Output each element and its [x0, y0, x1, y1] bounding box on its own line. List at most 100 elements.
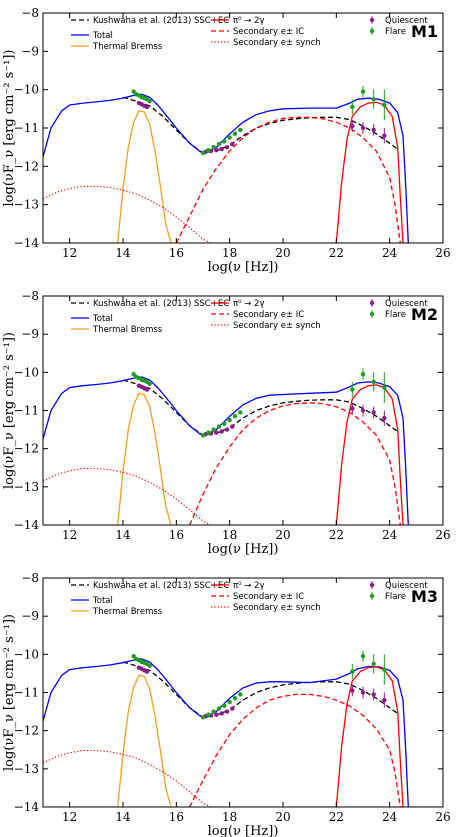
data-point-quiescent [230, 706, 235, 711]
data-point-quiescent [224, 427, 230, 432]
series-line-thermal-bremss [117, 110, 172, 243]
legend-marker-flare [369, 28, 375, 34]
x-tick-label: 20 [275, 246, 290, 260]
y-tick-label: −14 [14, 236, 40, 250]
data-point-quiescent [350, 123, 355, 129]
data-point-flare [206, 148, 211, 153]
series-line-secondary-e-synch [43, 749, 212, 807]
x-tick-label: 12 [62, 246, 77, 260]
data-point-flare [360, 372, 366, 377]
data-point-flare [360, 654, 366, 659]
data-point-quiescent [360, 125, 366, 131]
model-curves [43, 376, 409, 525]
x-tick-label: 18 [222, 246, 237, 260]
data-point-quiescent [382, 697, 387, 703]
x-tick-label: 20 [275, 810, 290, 824]
legend-entry-secondary-e-ic: Secondary e± IC [233, 310, 304, 320]
x-tick-label: 14 [115, 528, 131, 542]
legend-entry-kushwaha-et-al-2013-ssc-ec: Kushwaha et al. (2013) SSC+EC [93, 16, 229, 26]
data-point-flare [147, 98, 152, 104]
legend-marker-flare [369, 593, 375, 599]
data-point-flare [238, 692, 243, 697]
data-point-flare [232, 131, 238, 136]
chart-panel-m1: 12 14 16 18 20 22 24 26 −14 −13 −12 −11 −10 −9 −8 log(ν… [2, 6, 451, 275]
y-tick-label: −9 [21, 609, 39, 623]
data-point-quiescent [371, 692, 376, 697]
panel-label: M1 [411, 22, 438, 41]
legend-entry-total: Total [92, 596, 113, 606]
data-point-flare [216, 141, 222, 147]
x-tick-label: 20 [275, 528, 290, 542]
x-tick-label: 22 [329, 528, 344, 542]
series-line-secondary-e-ic [175, 116, 401, 243]
x-tick-label: 22 [329, 810, 344, 824]
data-point-flare [216, 424, 222, 429]
data-point-flare [350, 387, 355, 392]
legend-entry-secondary-e-synch: Secondary e± synch [233, 38, 321, 48]
x-tick-label: 14 [115, 246, 131, 260]
y-tick-label: −11 [14, 121, 39, 135]
x-tick-label: 16 [169, 528, 184, 542]
panel-label: M2 [411, 305, 438, 324]
series-line-secondary-e-ic [189, 693, 401, 807]
data-point-quiescent [382, 133, 387, 138]
data-point-quiescent [371, 410, 376, 415]
x-tick-label: 22 [329, 246, 344, 260]
y-tick-label: −9 [21, 44, 39, 58]
y-axis-label: log(νF_ν [erg cm⁻² s⁻¹]) [2, 614, 17, 771]
panel-label: M3 [411, 587, 438, 606]
data-point-flare [360, 89, 366, 94]
data-point-flare [147, 663, 152, 668]
y-tick-label: −11 [14, 404, 39, 418]
data-point-flare [371, 661, 376, 667]
x-tick-label: 24 [382, 528, 398, 542]
y-axis-label: log(νF_ν [erg cm⁻² s⁻¹]) [2, 332, 17, 489]
legend-entry-2: π⁰ → 2γ [233, 16, 265, 26]
legend-entry-flare: Flare [385, 310, 406, 320]
y-tick-label: −12 [14, 159, 39, 173]
series-line-thermal-bremss [117, 392, 172, 525]
data-points [131, 368, 387, 438]
series-line-kushwaha-et-al-2013-ssc-ec [122, 379, 399, 436]
data-point-flare [131, 654, 136, 659]
y-tick-label: −8 [21, 289, 39, 303]
data-point-flare [211, 427, 216, 432]
x-tick-label: 18 [222, 810, 237, 824]
legend-entry-secondary-e-ic: Secondary e± IC [233, 27, 304, 37]
legend-entry-secondary-e-synch: Secondary e± synch [233, 321, 321, 331]
data-point-quiescent [230, 424, 235, 429]
data-point-flare [382, 667, 387, 672]
legend-entry-quiescent: Quiescent [385, 299, 428, 309]
y-tick-label: −13 [14, 480, 39, 494]
legend-marker-quiescent [369, 300, 375, 306]
data-point-flare [200, 715, 206, 720]
data-point-flare [350, 104, 355, 110]
data-point-quiescent [230, 141, 235, 147]
data-points [131, 85, 387, 156]
legend-entry-quiescent: Quiescent [385, 16, 428, 26]
y-tick-label: −14 [14, 800, 40, 814]
data-point-flare [382, 385, 387, 390]
x-axis-label: log(ν [Hz]) [208, 542, 279, 557]
legend-entry-flare: Flare [385, 27, 406, 37]
data-point-quiescent [360, 690, 366, 695]
legend-entry-quiescent: Quiescent [385, 581, 428, 591]
data-point-quiescent [214, 148, 219, 153]
x-tick-label: 24 [382, 246, 398, 260]
legend-entry-kushwaha-et-al-2013-ssc-ec: Kushwaha et al. (2013) SSC+EC [93, 581, 229, 591]
legend-entry-2: π⁰ → 2γ [233, 581, 265, 591]
legend-marker-quiescent [369, 582, 375, 588]
x-tick-label: 16 [169, 810, 184, 824]
data-point-flare [238, 410, 243, 415]
legend-marker-flare [369, 311, 375, 317]
data-point-quiescent [224, 709, 230, 714]
y-tick-label: −13 [14, 762, 39, 776]
data-point-flare [200, 150, 206, 156]
y-tick-label: −12 [14, 724, 39, 738]
x-axis-label: log(ν [Hz]) [208, 260, 279, 275]
chart-panel-m2: 12 14 16 18 20 22 24 26 −14 −13 −12 −11 −10 −9 −8 log(ν… [2, 289, 451, 557]
series-line-2 [335, 666, 404, 807]
y-tick-label: −10 [14, 83, 39, 97]
data-point-flare [211, 709, 216, 714]
series-line-kushwaha-et-al-2013-ssc-ec [122, 96, 399, 154]
